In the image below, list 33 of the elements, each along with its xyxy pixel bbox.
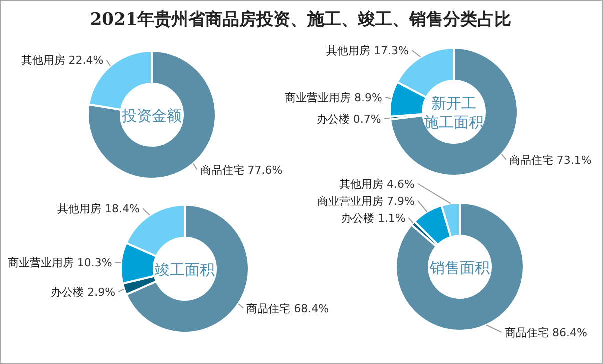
chart-title: 2021年贵州省商品房投资、施工、竣工、销售分类占比	[90, 10, 512, 30]
data-label: 17.3%	[374, 44, 409, 58]
data-label: 68.4%	[294, 302, 330, 316]
slice-label: 办公楼	[341, 212, 374, 225]
data-label: 8.9%	[354, 91, 382, 104]
slice-label: 商业营业用房	[318, 194, 384, 208]
slice-label: 商品住宅	[509, 154, 554, 167]
data-label: 86.4%	[552, 326, 588, 340]
data-label: 4.6%	[387, 178, 415, 191]
data-label: 7.9%	[387, 194, 415, 208]
text: 新开工施工面积	[424, 94, 484, 132]
slice-label: 其他用房	[58, 202, 102, 216]
slice-label: 商业营业用房	[285, 91, 351, 104]
data-label: 1.1%	[378, 212, 406, 225]
text: 投资金额	[121, 107, 182, 125]
text: 销售面积	[429, 259, 490, 277]
data-label: 22.4%	[68, 54, 104, 68]
data-label: 77.6%	[248, 164, 283, 177]
slice-label: 办公楼	[51, 286, 84, 299]
slice-label: 商业营业用房	[8, 256, 74, 270]
data-label: 10.3%	[77, 256, 112, 270]
slice-label: 商品住宅	[200, 164, 244, 177]
data-label: 2.9%	[88, 286, 116, 299]
data-label: 0.7%	[353, 113, 382, 126]
slice-label: 其他用房	[340, 178, 384, 191]
slice-label: 商品住宅	[246, 302, 291, 316]
text: 竣工面积	[155, 261, 215, 279]
slice-label: 其他用房	[326, 44, 371, 58]
slice-label: 办公楼	[316, 113, 350, 126]
slice-label: 商品住宅	[505, 326, 549, 340]
slice-label: 其他用房	[21, 54, 66, 68]
data-label: 18.4%	[105, 202, 140, 216]
data-label: 73.1%	[556, 154, 592, 167]
